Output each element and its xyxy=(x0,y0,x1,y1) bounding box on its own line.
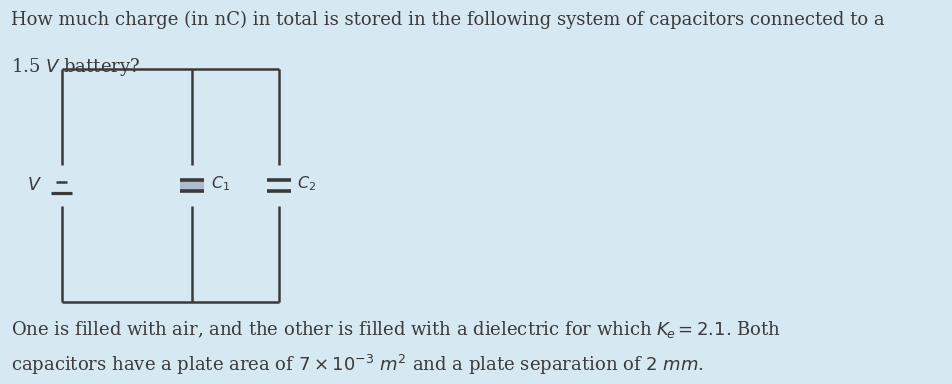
Text: $V$: $V$ xyxy=(27,177,42,194)
Text: How much charge (in nC) in total is stored in the following system of capacitors: How much charge (in nC) in total is stor… xyxy=(11,11,884,29)
Text: $C_2$: $C_2$ xyxy=(297,175,317,193)
Text: $C_1$: $C_1$ xyxy=(210,175,229,193)
Text: 1.5 $V$ battery?: 1.5 $V$ battery? xyxy=(11,56,140,78)
Bar xyxy=(180,180,204,192)
Text: capacitors have a plate area of $7 \times 10^{-3}$ $m^2$ and a plate separation : capacitors have a plate area of $7 \time… xyxy=(11,353,704,377)
Text: One is filled with air, and the other is filled with a dielectric for which $K_{: One is filled with air, and the other is… xyxy=(11,319,782,340)
